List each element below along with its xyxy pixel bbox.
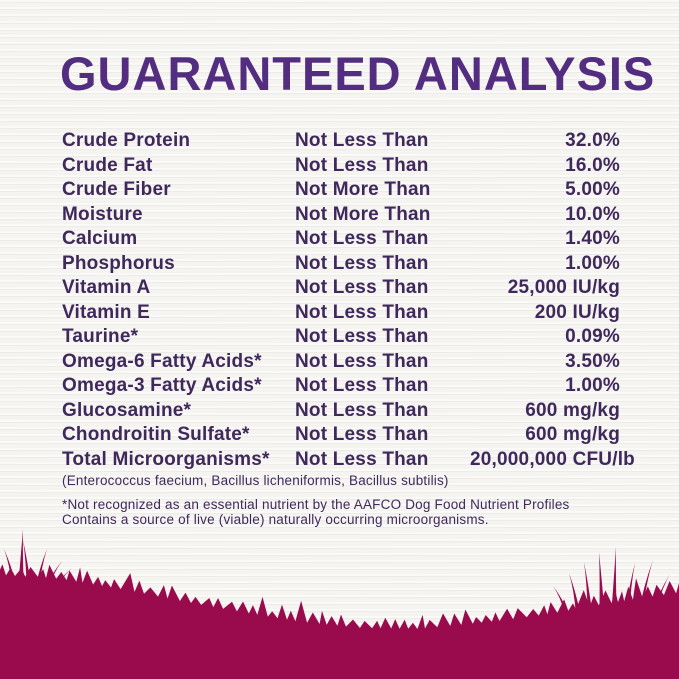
nutrient-name: Moisture — [62, 203, 143, 225]
microorganism-species-note: (Enterococcus faecium, Bacillus lichenif… — [62, 473, 449, 488]
nutrient-name: Phosphorus — [62, 252, 175, 274]
nutrient-value: 10.0% — [565, 203, 620, 225]
grass-blade — [611, 547, 617, 615]
grass-blade — [18, 529, 24, 586]
table-row: Glucosamine* Not Less Than 600 mg/kg — [62, 399, 620, 424]
table-row: Crude Fiber Not More Than 5.00% — [62, 178, 620, 203]
nutrient-name: Total Microorganisms* — [62, 448, 270, 470]
nutrient-value: 1.00% — [565, 252, 620, 274]
table-row: Moisture Not More Than 10.0% — [62, 203, 620, 228]
table-row: Taurine* Not Less Than 0.09% — [62, 325, 620, 350]
grass-blade — [637, 560, 653, 616]
nutrient-name: Omega-6 Fatty Acids* — [62, 350, 262, 372]
nutrient-value: 600 mg/kg — [525, 399, 620, 421]
nutrient-name: Calcium — [62, 228, 138, 250]
nutrient-value: 200 IU/kg — [534, 301, 620, 323]
analysis-table: Crude Protein Not Less Than 32.0% Crude … — [62, 129, 635, 473]
qualifier: Not Less Than — [295, 375, 429, 397]
nutrient-name: Glucosamine* — [62, 399, 192, 421]
nutrient-name: Crude Protein — [62, 130, 191, 152]
table-row: Omega-6 Fatty Acids* Not Less Than 3.50% — [62, 350, 620, 375]
nutrient-name: Taurine* — [62, 326, 139, 348]
qualifier: Not Less Than — [295, 154, 429, 176]
nutrient-value: 5.00% — [565, 179, 620, 201]
table-row: Vitamin E Not Less Than 200 IU/kg — [62, 301, 620, 326]
grass-blade — [624, 563, 635, 615]
table-row: Phosphorus Not Less Than 1.00% — [62, 252, 620, 277]
grass-blade — [553, 586, 568, 612]
nutrient-value: 16.0% — [565, 154, 620, 176]
table-row: Total Microorganisms* Not Less Than 20,0… — [62, 448, 635, 473]
nutrient-name: Chondroitin Sulfate* — [62, 424, 250, 446]
qualifier: Not Less Than — [295, 277, 429, 299]
nutrient-value: 3.50% — [565, 350, 620, 372]
grass-blade — [569, 573, 581, 613]
aafco-footnote: *Not recognized as an essential nutrient… — [62, 496, 570, 512]
page-title: GUARANTEED ANALYSIS — [60, 47, 656, 100]
nutrient-name: Vitamin E — [62, 301, 151, 323]
live-microorganisms-footnote: Contains a source of live (viable) natur… — [62, 511, 489, 527]
grass-blade — [51, 568, 72, 592]
nutrient-name: Crude Fiber — [62, 179, 171, 201]
nutrient-name: Vitamin A — [62, 277, 151, 299]
grass-mound-shape — [0, 564, 679, 679]
nutrient-name: Omega-3 Fatty Acids* — [62, 375, 262, 397]
nutrient-value: 20,000,000 CFU/lb — [470, 448, 635, 470]
grass-blade — [23, 540, 32, 588]
qualifier: Not Less Than — [295, 301, 429, 323]
nutrient-value: 1.40% — [565, 228, 620, 250]
grass-blade — [662, 591, 679, 617]
nutrient-value: 0.09% — [565, 326, 620, 348]
nutrient-value: 600 mg/kg — [525, 424, 620, 446]
qualifier: Not Less Than — [295, 424, 429, 446]
grass-blade — [599, 552, 605, 614]
nutrient-value: 1.00% — [565, 375, 620, 397]
grass-blade — [650, 574, 670, 616]
qualifier: Not Less Than — [295, 130, 429, 152]
qualifier: Not More Than — [295, 203, 431, 225]
qualifier: Not Less Than — [295, 326, 429, 348]
qualifier: Not Less Than — [295, 399, 429, 421]
grass-blade — [4, 549, 17, 585]
table-row: Chondroitin Sulfate* Not Less Than 600 m… — [62, 423, 620, 448]
footnotes: (Enterococcus faecium, Bacillus lichenif… — [62, 473, 622, 527]
nutrient-value: 32.0% — [565, 130, 620, 152]
grass-blade — [34, 549, 47, 589]
grass-blade — [584, 562, 593, 614]
nutrient-value: 25,000 IU/kg — [507, 277, 620, 299]
qualifier: Not More Than — [295, 179, 431, 201]
table-row: Crude Protein Not Less Than 32.0% — [62, 129, 620, 154]
table-row: Vitamin A Not Less Than 25,000 IU/kg — [62, 276, 620, 301]
qualifier: Not Less Than — [295, 228, 429, 250]
qualifier: Not Less Than — [295, 448, 429, 470]
nutrient-name: Crude Fat — [62, 154, 153, 176]
table-row: Calcium Not Less Than 1.40% — [62, 227, 620, 252]
qualifier: Not Less Than — [295, 350, 429, 372]
table-row: Omega-3 Fatty Acids* Not Less Than 1.00% — [62, 374, 620, 399]
grass-blade — [44, 561, 62, 591]
table-row: Crude Fat Not Less Than 16.0% — [62, 154, 620, 179]
qualifier: Not Less Than — [295, 252, 429, 274]
grass-mound — [0, 529, 679, 679]
